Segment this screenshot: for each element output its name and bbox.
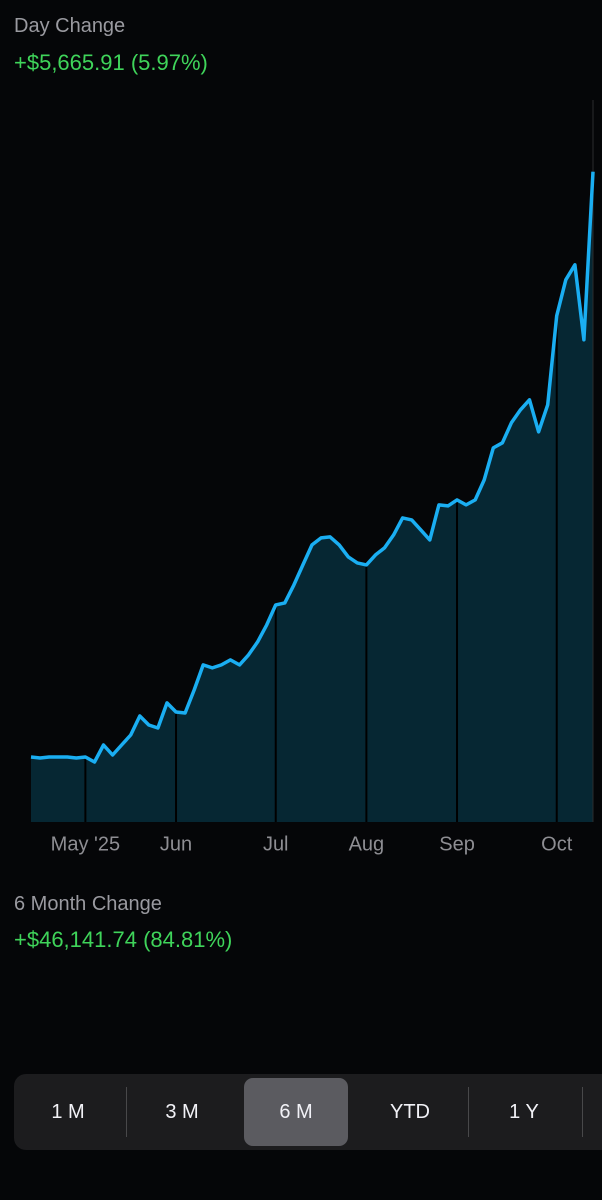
- day-change-value: +$5,665.91 (5.97%): [14, 50, 208, 75]
- area-fill: [31, 171, 593, 822]
- day-change-label: Day Change: [14, 15, 126, 37]
- separator: [468, 1087, 469, 1137]
- x-tick-label: Jun: [160, 833, 192, 855]
- range-option[interactable]: 1 M: [51, 1101, 85, 1123]
- separator: [126, 1087, 127, 1137]
- price-line: [30, 171, 595, 764]
- range-option[interactable]: 3 M: [165, 1101, 199, 1123]
- range-option[interactable]: YTD: [390, 1101, 430, 1123]
- range-option[interactable]: 1 Y: [509, 1101, 539, 1123]
- x-tick-label: May '25: [51, 833, 120, 855]
- chart: May '25 Jun Jul Aug Sep Oct: [30, 100, 595, 855]
- x-tick-label: Sep: [439, 833, 475, 855]
- period-change-value: +$46,141.74 (84.81%): [14, 927, 233, 952]
- x-tick-label: Oct: [541, 833, 573, 855]
- separator: [582, 1087, 583, 1137]
- x-tick-label: Jul: [263, 833, 289, 855]
- range-option[interactable]: 6 M: [244, 1078, 348, 1146]
- range-selector: 1 M 3 M 6 M YTD 1 Y: [14, 1074, 602, 1150]
- period-change-label: 6 Month Change: [14, 893, 162, 915]
- x-tick-label: Aug: [349, 833, 385, 855]
